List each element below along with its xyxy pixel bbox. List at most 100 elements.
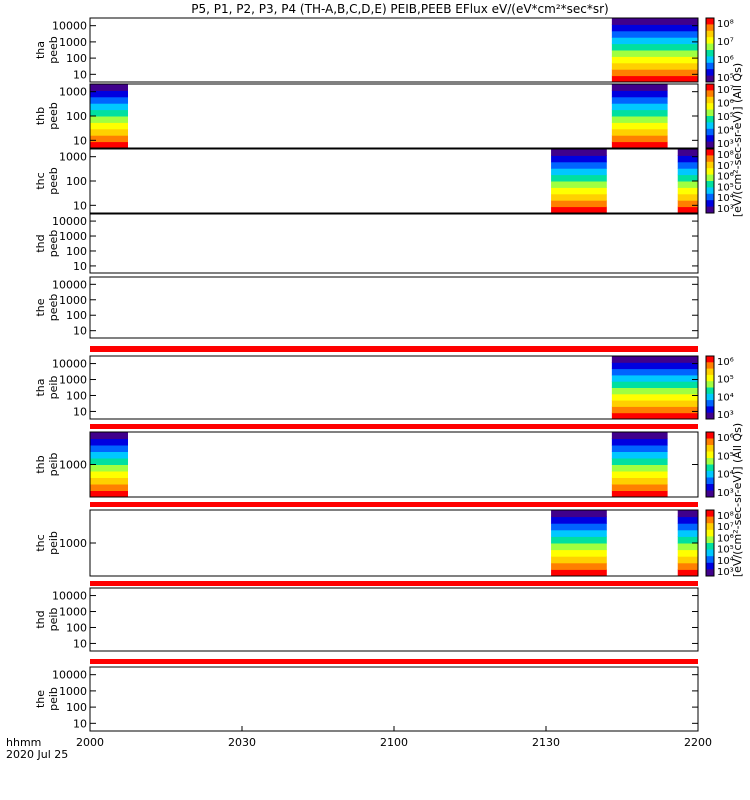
spectrogram-band [611, 62, 698, 70]
y-tick-label: 10 [73, 325, 87, 338]
colorbar-tick-label: 10⁷ [717, 85, 734, 96]
y-tick-label: 1000 [59, 685, 87, 698]
colorbar-segment [706, 37, 714, 45]
panel-frame [89, 17, 699, 83]
colorbar-title-electron: [eV/(cm²-sec-sr-eV)] (All Qs) [731, 63, 744, 217]
spectrogram-band [611, 471, 668, 478]
y-tick-label: 10000 [52, 20, 87, 33]
colorbar-tick-label: 10⁸ [717, 150, 734, 161]
colorbar-tick-label: 10⁶ [717, 357, 734, 368]
spectrogram-band [677, 161, 698, 169]
y-tick-label: 10000 [52, 278, 87, 291]
spectrogram-band [90, 438, 128, 446]
colorbar-frame [705, 431, 715, 498]
colorbar-segment [706, 69, 714, 77]
x-tick-label: 2000 [76, 736, 104, 749]
panel-label-product: peib [47, 376, 60, 400]
spectrogram-band [611, 387, 698, 395]
panel-label-probe: tha [34, 378, 47, 396]
spectrogram-band [90, 464, 128, 472]
spectrogram-band [677, 168, 698, 176]
colorbar-segment [706, 200, 714, 208]
spectrogram-band [90, 451, 128, 459]
spectrogram-band [611, 490, 668, 498]
panel-label-probe: thb [34, 455, 47, 473]
y-tick-label: 1000 [59, 230, 87, 243]
spectrogram-band [551, 562, 607, 570]
colorbar-segment [706, 122, 714, 130]
colorbar-tick-label: 10⁷ [717, 522, 734, 533]
y-tick-label: 100 [66, 309, 87, 322]
colorbar-segment [706, 18, 714, 25]
spectrogram-band [551, 161, 607, 169]
colorbar-tick-label: 10⁷ [717, 37, 734, 48]
spectrogram-band [677, 174, 698, 182]
panel-frame [89, 276, 699, 339]
colorbar-tick-label: 10³ [717, 567, 734, 578]
colorbar-segment [706, 523, 714, 531]
y-tick-label: 100 [66, 701, 87, 714]
figure-title: P5, P1, P2, P3, P4 (TH-A,B,C,D,E) PEIB,P… [191, 2, 609, 16]
spectrogram-band [611, 30, 698, 38]
colorbar-segment [706, 556, 714, 564]
spectrogram-band [551, 200, 607, 208]
spectrogram-band [90, 135, 128, 143]
y-tick-label: 10000 [52, 358, 87, 371]
colorbar-segment [706, 490, 714, 498]
separator-band [90, 424, 698, 429]
spectrogram-band [677, 562, 698, 570]
spectrogram-band [551, 181, 607, 188]
y-tick-label: 1000 [59, 36, 87, 49]
colorbar-tick-label: 10⁶ [717, 533, 734, 544]
colorbar-segment [706, 62, 714, 70]
panel-label-probe: thd [34, 610, 47, 628]
spectrogram-band [551, 149, 607, 156]
colorbar-frame [705, 17, 715, 83]
colorbar-segment [706, 24, 714, 32]
colorbar-segment [706, 438, 714, 446]
x-label-format: hhmm [6, 736, 41, 749]
panel-label-product: peeb [47, 167, 60, 195]
colorbar-segment [706, 141, 714, 149]
colorbar-frame [705, 148, 715, 214]
colorbar-tick-label: 10³ [717, 410, 734, 421]
spectrogram-band [677, 155, 698, 163]
colorbar-segment [706, 155, 714, 163]
panel-label-product: peeb [47, 102, 60, 130]
colorbar-segment [706, 50, 714, 57]
colorbar-segment [706, 569, 714, 577]
panel-label-probe: thb [34, 107, 47, 125]
spectrogram-band [90, 477, 128, 485]
spectrogram-band [677, 200, 698, 208]
colorbar-segment [706, 128, 714, 136]
spectrogram-band [551, 523, 607, 531]
spectrogram-band [551, 529, 607, 537]
y-tick-label: 10 [73, 134, 87, 147]
y-tick-label: 100 [66, 621, 87, 634]
colorbar-segment [706, 536, 714, 544]
y-tick-label: 10 [73, 68, 87, 81]
spectrogram-band [611, 458, 668, 465]
spectrogram-band [611, 24, 698, 32]
colorbar-segment [706, 84, 714, 91]
spectrogram-band [551, 569, 607, 577]
panel-label-product: peib [47, 531, 60, 555]
y-tick-label: 1000 [59, 294, 87, 307]
panel-label-product: peib [47, 608, 60, 632]
spectrogram-band [677, 516, 698, 524]
spectrogram-band [611, 393, 698, 401]
spectrogram-band [90, 109, 128, 117]
y-tick-label: 100 [66, 389, 87, 402]
y-tick-label: 10000 [52, 669, 87, 682]
spectrogram-band [90, 458, 128, 465]
y-tick-label: 10 [73, 260, 87, 273]
spectrogram-band [611, 451, 668, 459]
spectrogram-band [677, 556, 698, 564]
colorbar-tick-label: 10³ [717, 204, 734, 215]
y-tick-label: 1000 [59, 459, 87, 472]
spectrogram-band [551, 206, 607, 214]
x-tick-label: 2100 [380, 736, 408, 749]
colorbar-segment [706, 445, 714, 452]
x-label-date: 2020 Jul 25 [6, 748, 68, 761]
